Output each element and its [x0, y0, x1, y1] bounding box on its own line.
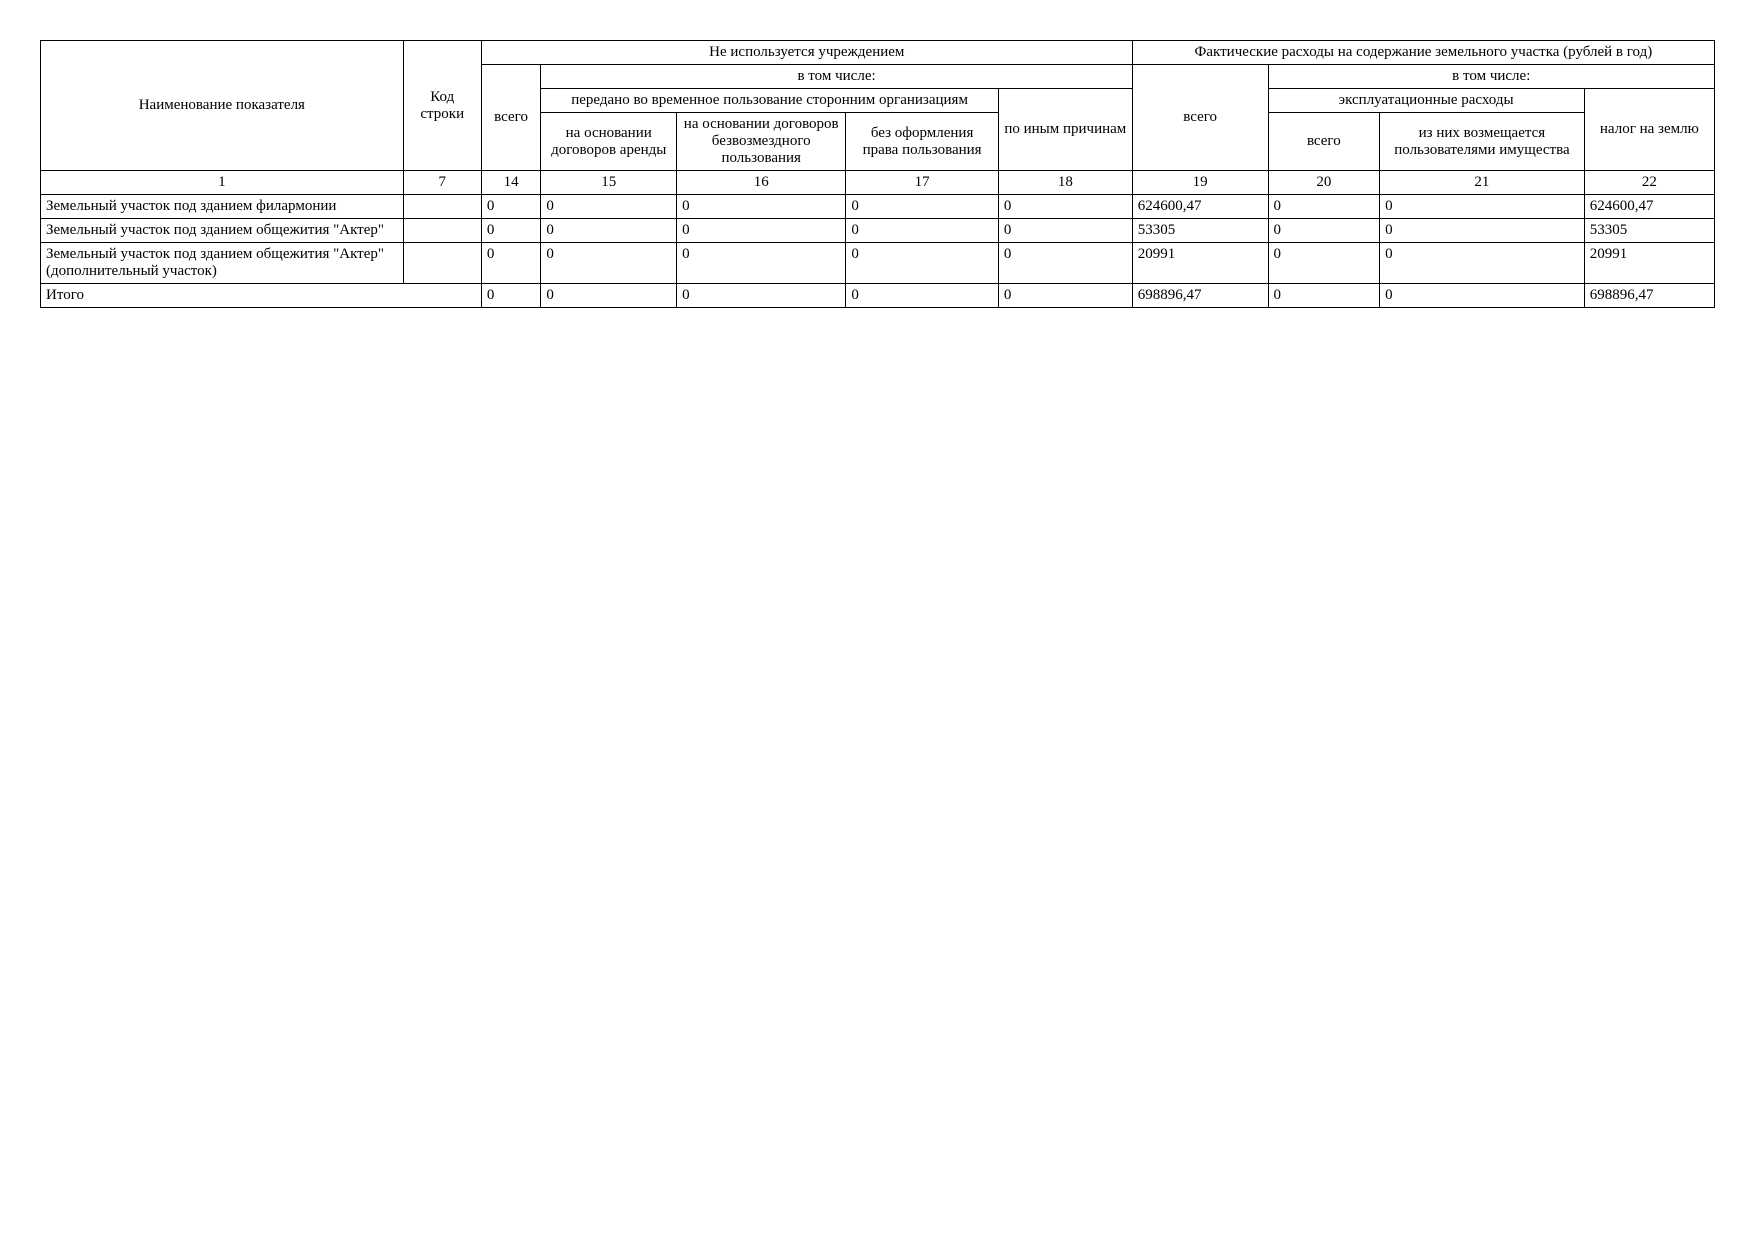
table-body: Земельный участок под зданием филармонии…: [41, 195, 1715, 308]
colnum: 7: [403, 171, 481, 195]
table-row: Итого00000698896,4700698896,47: [41, 284, 1715, 308]
cell-value: 0: [1380, 195, 1585, 219]
cell-value: 0: [481, 284, 541, 308]
colnum: 20: [1268, 171, 1380, 195]
cell-value: 53305: [1584, 219, 1714, 243]
cell-value: 624600,47: [1584, 195, 1714, 219]
cell-value: 0: [541, 195, 677, 219]
colnum: 18: [998, 171, 1132, 195]
cell-value: 0: [541, 243, 677, 284]
colnum: 21: [1380, 171, 1585, 195]
header-not-used-total: всего: [481, 65, 541, 171]
colnum: 16: [677, 171, 846, 195]
header-transferred: передано во временное пользование сторон…: [541, 89, 999, 113]
header-land-tax: налог на землю: [1584, 89, 1714, 171]
cell-value: 0: [1268, 195, 1380, 219]
cell-value: 0: [846, 243, 999, 284]
colnum: 22: [1584, 171, 1714, 195]
cell-value: 0: [1380, 243, 1585, 284]
header-name: Наименование показателя: [41, 41, 404, 171]
table-row: Земельный участок под зданием филармонии…: [41, 195, 1715, 219]
cell-value: 698896,47: [1584, 284, 1714, 308]
colnum: 14: [481, 171, 541, 195]
colnum: 17: [846, 171, 999, 195]
cell-value: 0: [998, 284, 1132, 308]
header-exp-including: в том числе:: [1268, 65, 1714, 89]
cell-value: 0: [541, 284, 677, 308]
cell-value: 0: [846, 219, 999, 243]
header-by-free-use: на основании договоров безвозмездного по…: [677, 113, 846, 171]
cell-value: 53305: [1132, 219, 1268, 243]
header-not-used: Не используется учреждением: [481, 41, 1132, 65]
cell-value: 624600,47: [1132, 195, 1268, 219]
table-row: Земельный участок под зданием общежития …: [41, 243, 1715, 284]
cell-value: 698896,47: [1132, 284, 1268, 308]
cell-value: 0: [998, 243, 1132, 284]
cell-value: 0: [1380, 219, 1585, 243]
header-exp-expenses: эксплуатационные расходы: [1268, 89, 1584, 113]
cell-value: 20991: [1584, 243, 1714, 284]
cell-value: 20991: [1132, 243, 1268, 284]
header-no-formal: без оформления права пользования: [846, 113, 999, 171]
cell-name: Земельный участок под зданием общежития …: [41, 219, 404, 243]
cell-value: 0: [677, 284, 846, 308]
cell-value: 0: [677, 243, 846, 284]
header-code: Код строки: [403, 41, 481, 171]
column-numbers-row: 1 7 14 15 16 17 18 19 20 21 22: [41, 171, 1715, 195]
cell-value: 0: [1268, 284, 1380, 308]
cell-value: 0: [481, 195, 541, 219]
cell-value: 0: [541, 219, 677, 243]
colnum: 15: [541, 171, 677, 195]
header-by-lease: на основании договоров аренды: [541, 113, 677, 171]
colnum: 1: [41, 171, 404, 195]
cell-value: 0: [677, 195, 846, 219]
header-other-reasons: по иным причинам: [998, 89, 1132, 171]
header-reimbursed: из них возмещается пользователями имущес…: [1380, 113, 1585, 171]
cell-code: [403, 243, 481, 284]
cell-value: 0: [481, 219, 541, 243]
cell-code: [403, 219, 481, 243]
cell-value: 0: [998, 219, 1132, 243]
cell-value: 0: [481, 243, 541, 284]
cell-name: Земельный участок под зданием филармонии: [41, 195, 404, 219]
header-expenses: Фактические расходы на содержание земель…: [1132, 41, 1714, 65]
cell-value: 0: [1380, 284, 1585, 308]
cell-value: 0: [1268, 219, 1380, 243]
cell-value: 0: [846, 195, 999, 219]
header-not-used-including: в том числе:: [541, 65, 1132, 89]
cell-code: [403, 195, 481, 219]
land-plot-table: Наименование показателя Код строки Не ис…: [40, 40, 1715, 308]
cell-value: 0: [677, 219, 846, 243]
header-exp-sub-total: всего: [1268, 113, 1380, 171]
cell-value: 0: [846, 284, 999, 308]
header-exp-total: всего: [1132, 65, 1268, 171]
cell-name: Итого: [41, 284, 482, 308]
colnum: 19: [1132, 171, 1268, 195]
cell-name: Земельный участок под зданием общежития …: [41, 243, 404, 284]
cell-value: 0: [998, 195, 1132, 219]
cell-value: 0: [1268, 243, 1380, 284]
table-row: Земельный участок под зданием общежития …: [41, 219, 1715, 243]
